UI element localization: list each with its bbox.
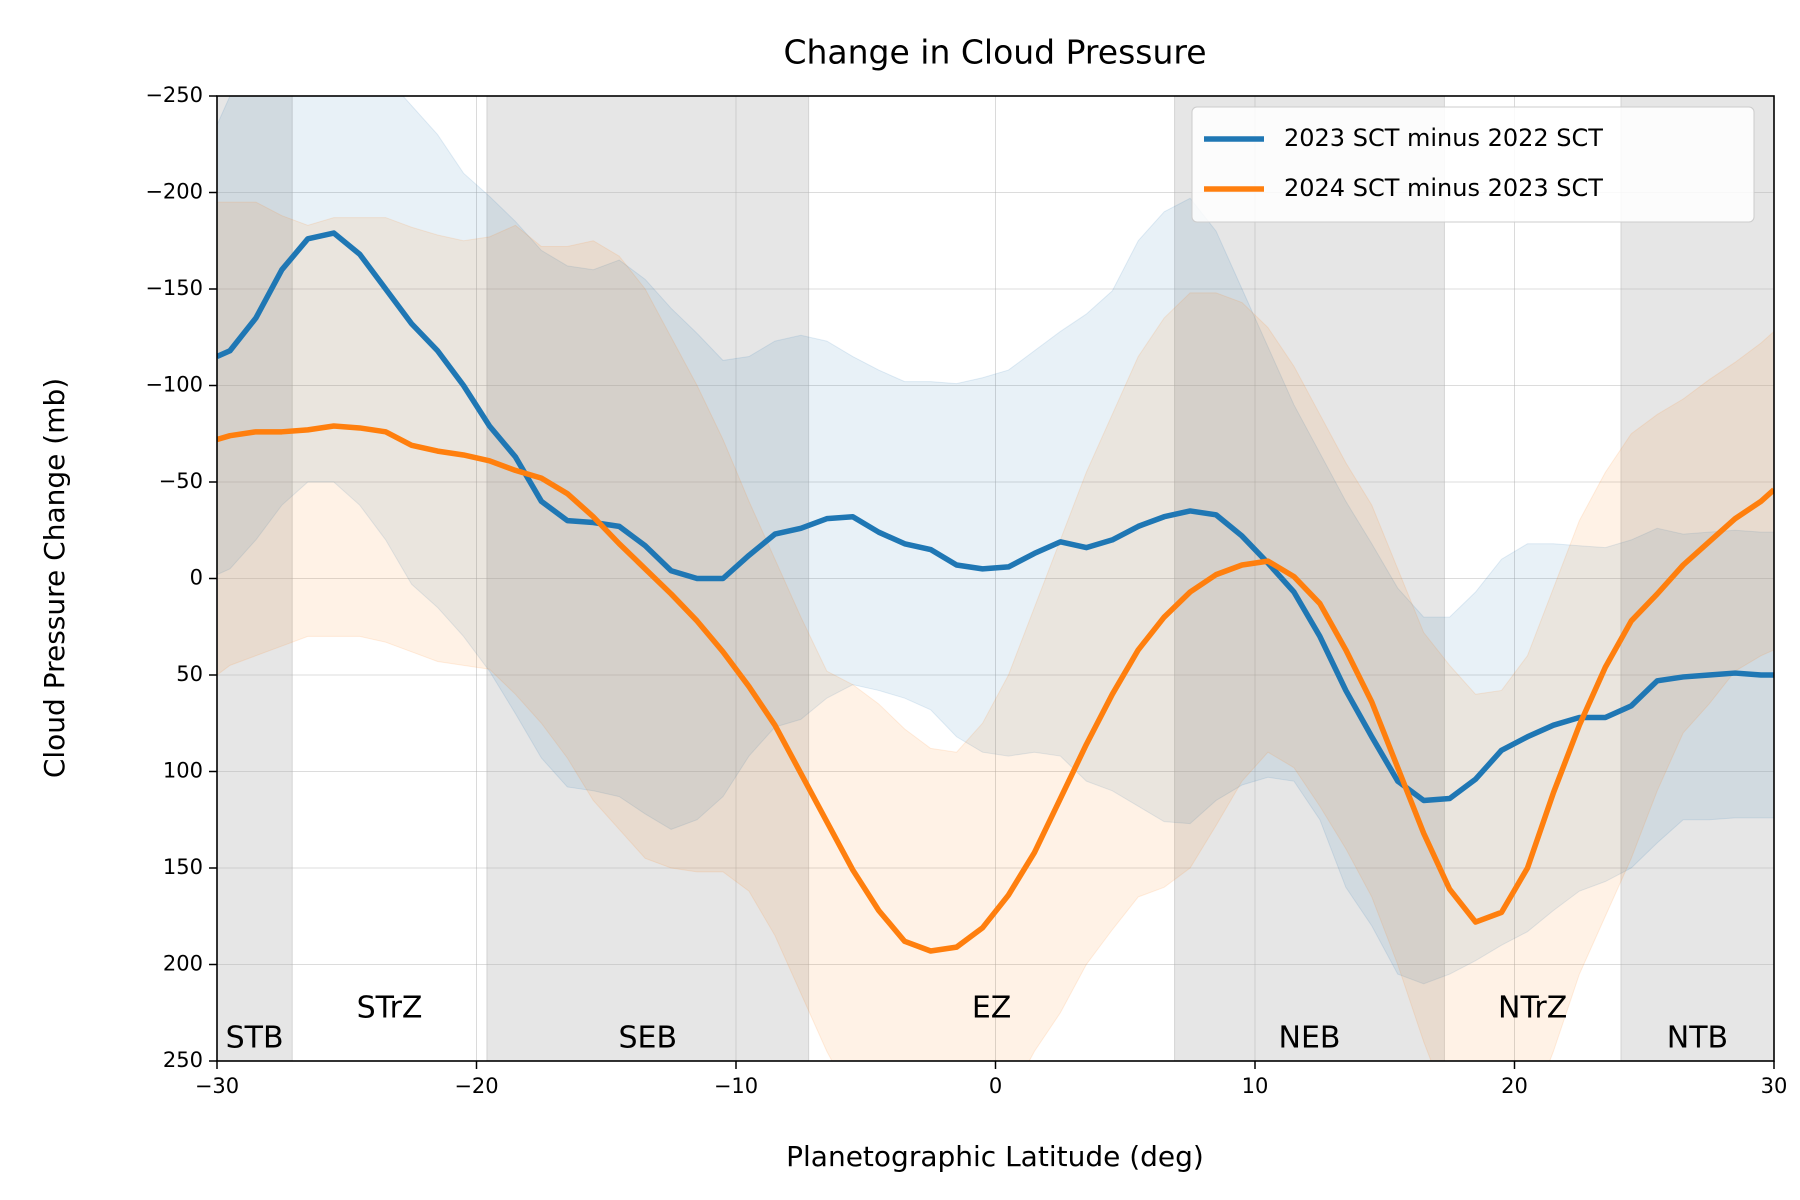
zone-label: STB <box>226 1021 284 1056</box>
legend-label: 2023 SCT minus 2022 SCT <box>1284 124 1603 152</box>
zone-label: NTB <box>1667 1021 1728 1056</box>
axes: −30 −20 −10 0 10 20 30−250−200−150−100−5005010… <box>145 83 1787 1098</box>
y-tick-label: 100 <box>163 759 203 783</box>
zone-label: SEB <box>618 1021 677 1056</box>
y-tick-label: 50 <box>176 662 203 686</box>
y-tick-label: −50 <box>159 469 203 493</box>
y-tick-label: −250 <box>145 83 203 107</box>
series-line <box>217 423 1774 954</box>
y-tick-label: 150 <box>163 855 203 879</box>
chart-title: Change in Cloud Pressure <box>783 33 1206 72</box>
series-line <box>217 230 1774 804</box>
y-tick-label: −100 <box>145 373 203 397</box>
y-tick-label: −200 <box>145 180 203 204</box>
zone-label: NEB <box>1279 1021 1341 1056</box>
x-tick-label: 30 <box>1761 1074 1788 1098</box>
legend: 2023 SCT minus 2022 SCT 2024 SCT minus 20… <box>1191 106 1755 223</box>
x-tick-label: −10 <box>714 1074 758 1098</box>
x-tick-label: −20 <box>454 1074 498 1098</box>
y-axis-label: Cloud Pressure Change (mb) <box>38 378 71 778</box>
y-tick-label: −150 <box>145 276 203 300</box>
x-tick-label: −30 <box>195 1074 239 1098</box>
legend-box <box>1191 106 1755 223</box>
zone-labels: STB STrZ SEB EZ NEB NTrZ NTB <box>226 991 1728 1056</box>
legend-label: 2024 SCT minus 2023 SCT <box>1284 174 1603 202</box>
x-tick-label: 20 <box>1501 1074 1528 1098</box>
zone-label: STrZ <box>357 991 423 1026</box>
x-tick-label: 10 <box>1242 1074 1269 1098</box>
y-tick-label: 250 <box>163 1048 203 1072</box>
y-tick-label: 200 <box>163 952 203 976</box>
lines <box>217 230 1774 954</box>
y-tick-label: 0 <box>190 566 203 590</box>
uncertainty-band <box>217 201 1774 1061</box>
zone-label: EZ <box>972 991 1012 1026</box>
zone-label: NTrZ <box>1498 991 1567 1026</box>
x-tick-label: 0 <box>989 1074 1002 1098</box>
x-axis-label: Planetographic Latitude (deg) <box>786 1140 1204 1173</box>
